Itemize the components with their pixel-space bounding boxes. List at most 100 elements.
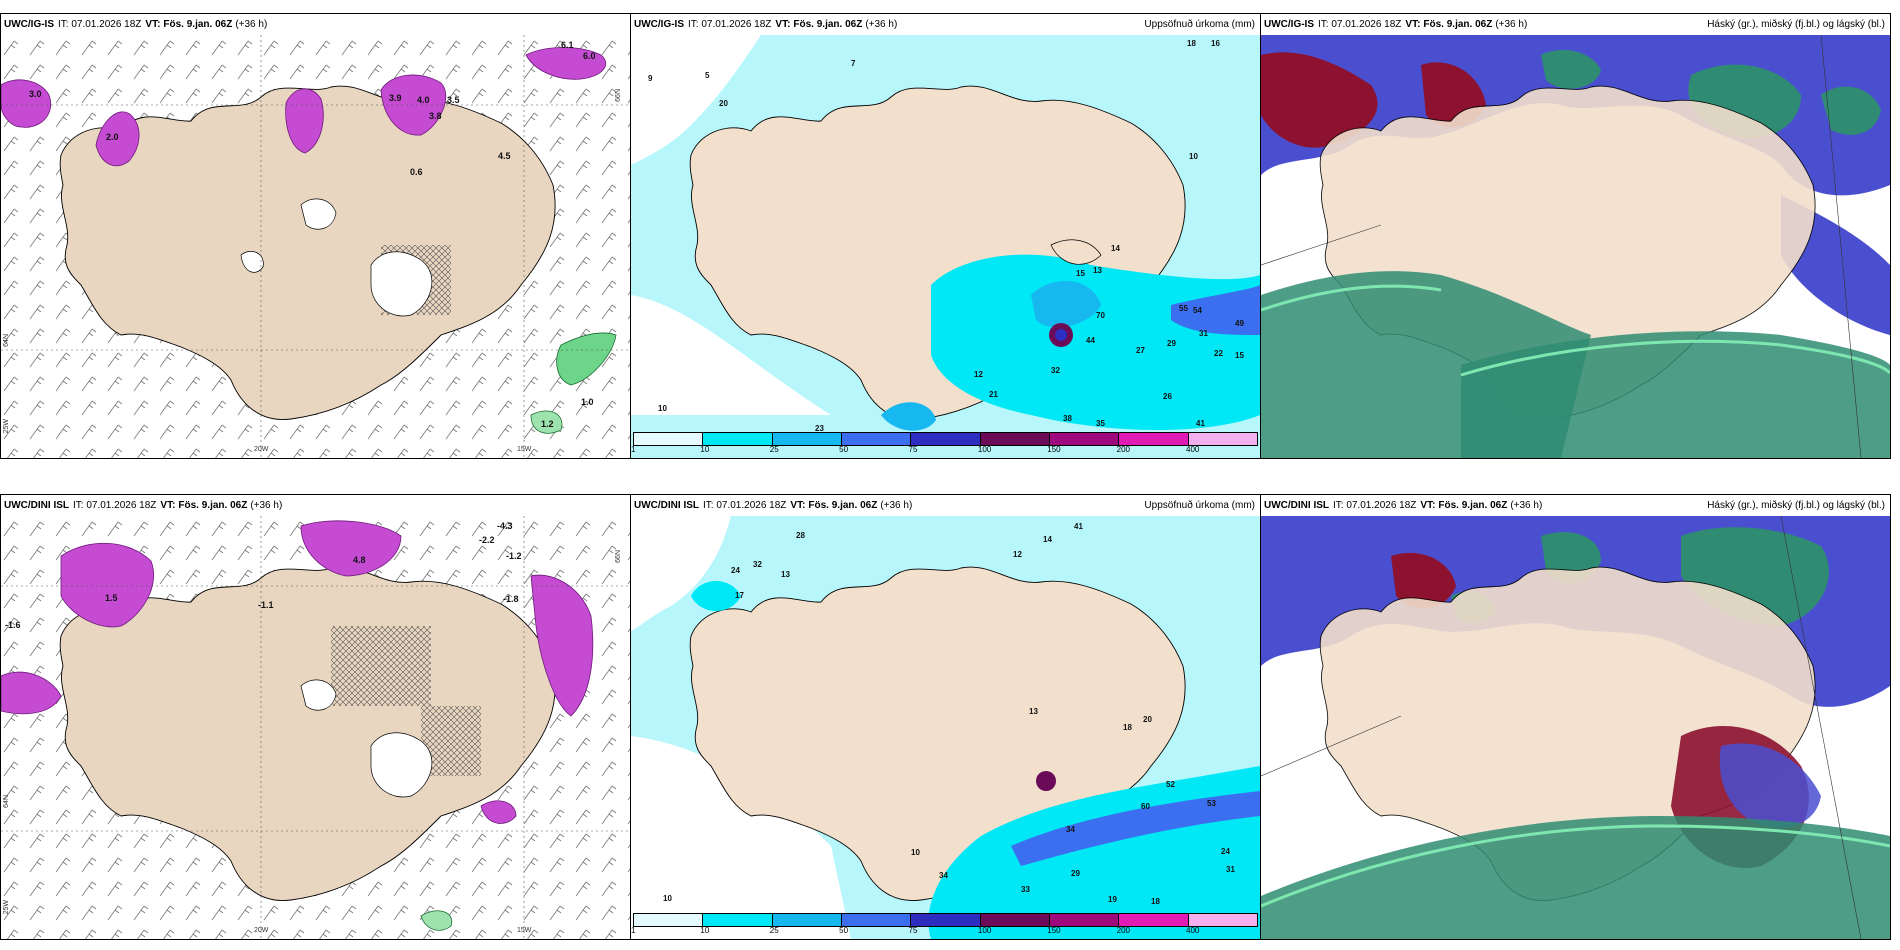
value-label: -4.3 (497, 521, 513, 531)
precip-value: 15 (1235, 351, 1244, 360)
value-label: 1.0 (581, 397, 594, 407)
colorbar-swatch (1188, 433, 1257, 445)
value-label: -1.6 (5, 620, 21, 630)
valid-time-label: VT: (1420, 500, 1436, 511)
precip-value: 10 (658, 404, 667, 413)
value-label: 4.0 (417, 95, 430, 105)
value-label: 4.5 (498, 151, 511, 161)
colorbar-ticks: 1 10 25 50 75 100 150 200 400 (631, 926, 1258, 935)
colorbar-swatch (841, 914, 912, 926)
colorbar-tick: 50 (839, 445, 849, 454)
value-label: 4.8 (353, 555, 366, 565)
colorbar-tick: 100 (977, 445, 992, 454)
precip-value: 5 (705, 71, 710, 80)
precip-value: 41 (1074, 522, 1083, 531)
colorbar-tick: 75 (908, 445, 918, 454)
field-title: Uppsöfnuð úrkoma (mm) (1144, 19, 1255, 30)
model-name: UWC/DINI ISL (1264, 500, 1329, 511)
valid-time: Fös. 9.jan. 06Z (808, 500, 878, 511)
colorbar-swatch (1119, 433, 1189, 445)
valid-time: Fös. 9.jan. 06Z (793, 19, 863, 30)
panel-header: UWC/DINI ISL IT: 07.01.2026 18Z VT: Fös.… (1261, 495, 1890, 516)
precip-value: 41 (1196, 419, 1205, 428)
colorbar-swatch (841, 433, 912, 445)
precip-value: 28 (796, 531, 805, 540)
precip-value: 53 (1207, 799, 1216, 808)
value-label: -2.2 (479, 535, 495, 545)
precip-value: 7 (851, 59, 856, 68)
precip-value: 22 (1214, 349, 1223, 358)
panel-dini-wind: UWC/DINI ISL IT: 07.01.2026 18Z VT: Fös.… (0, 494, 631, 940)
colorbar-swatches (633, 432, 1258, 446)
model-name: UWC/IG-IS (634, 19, 684, 30)
precip-value: 49 (1235, 319, 1244, 328)
valid-time-label: VT: (160, 500, 176, 511)
colorbar-tick: 100 (977, 926, 992, 935)
precip-value: 20 (1143, 715, 1152, 724)
precip-value: 15 (1076, 269, 1085, 278)
panel-header: UWC/DINI ISL IT: 07.01.2026 18Z VT: Fös.… (1, 495, 630, 516)
field-title: Háský (gr.), miðský (fj.bl.) og lágský (… (1707, 19, 1885, 30)
colorbar-tick: 25 (769, 926, 779, 935)
precip-value: 31 (1199, 329, 1208, 338)
colorbar-swatch (1188, 914, 1257, 926)
colorbar-tick: 1 (631, 445, 636, 454)
colorbar-tick: 400 (1186, 926, 1200, 935)
colorbar-tick: 400 (1186, 445, 1200, 454)
precip-value: 18 (1151, 897, 1160, 906)
precip-value: 17 (735, 591, 744, 600)
lon-label-20w: 20W (254, 927, 269, 934)
precip-value: 32 (753, 560, 762, 569)
precip-colorbar: 1 10 25 50 75 100 150 200 400 (631, 913, 1258, 935)
precip-value: 38 (1063, 414, 1072, 423)
precip-value: 18 (1123, 723, 1132, 732)
lead-time: (+36 h) (1495, 19, 1528, 30)
colorbar-tick: 75 (908, 926, 918, 935)
lead-time: (+36 h) (250, 500, 283, 511)
colorbar-tick: 150 (1047, 445, 1061, 454)
colorbar-tick: 50 (839, 926, 849, 935)
precip-colorbar: 1 10 25 50 75 100 150 200 400 (631, 432, 1258, 454)
colorbar-swatch (703, 914, 773, 926)
lat-label-66n: 66N (615, 550, 622, 563)
precip-value: 54 (1193, 306, 1202, 315)
precip-value: 10 (663, 894, 672, 903)
valid-time: Fös. 9.jan. 06Z (1423, 19, 1493, 30)
precip-value: 24 (731, 566, 740, 575)
precip-value: 31 (1226, 865, 1235, 874)
precip-value: 26 (1163, 392, 1172, 401)
valid-time-label: VT: (145, 19, 161, 30)
precip-value: 29 (1071, 869, 1080, 878)
colorbar-swatch (1049, 914, 1120, 926)
map-area (631, 516, 1260, 939)
panel-ig-wind: UWC/IG-IS IT: 07.01.2026 18Z VT: Fös. 9.… (0, 13, 631, 459)
colorbar-swatch (634, 914, 704, 926)
colorbar-tick: 200 (1116, 926, 1130, 935)
precip-value: 24 (1221, 847, 1230, 856)
precip-value: 60 (1141, 802, 1150, 811)
lat-label-64n: 64N (3, 334, 10, 347)
colorbar-tick: 200 (1116, 445, 1130, 454)
panel-header: UWC/IG-IS IT: 07.01.2026 18Z VT: Fös. 9.… (631, 14, 1260, 35)
value-label: 3.0 (29, 89, 42, 99)
precip-value: 23 (815, 424, 824, 433)
colorbar-swatch (772, 433, 842, 445)
lead-time: (+36 h) (1510, 500, 1543, 511)
field-title: Háský (gr.), miðský (fj.bl.) og lágský (… (1707, 500, 1885, 511)
value-label: 3.8 (429, 111, 442, 121)
value-label: -1.2 (506, 551, 522, 561)
value-label: 0.6 (410, 167, 423, 177)
value-label: 3.9 (389, 93, 402, 103)
model-name: UWC/DINI ISL (4, 500, 69, 511)
panel-dini-precip: UWC/DINI ISL IT: 07.01.2026 18Z VT: Fös.… (630, 494, 1261, 940)
precip-value: 12 (974, 370, 983, 379)
precip-value: 14 (1111, 244, 1120, 253)
precip-value: 9 (648, 74, 653, 83)
valid-time: Fös. 9.jan. 06Z (178, 500, 248, 511)
panel-header: UWC/IG-IS IT: 07.01.2026 18Z VT: Fös. 9.… (1, 14, 630, 35)
colorbar-tick: 1 (631, 926, 636, 935)
colorbar-tick: 150 (1047, 926, 1061, 935)
precip-value: 35 (1096, 419, 1105, 428)
lon-label-20w: 20W (254, 446, 269, 453)
precip-map (631, 35, 1260, 458)
